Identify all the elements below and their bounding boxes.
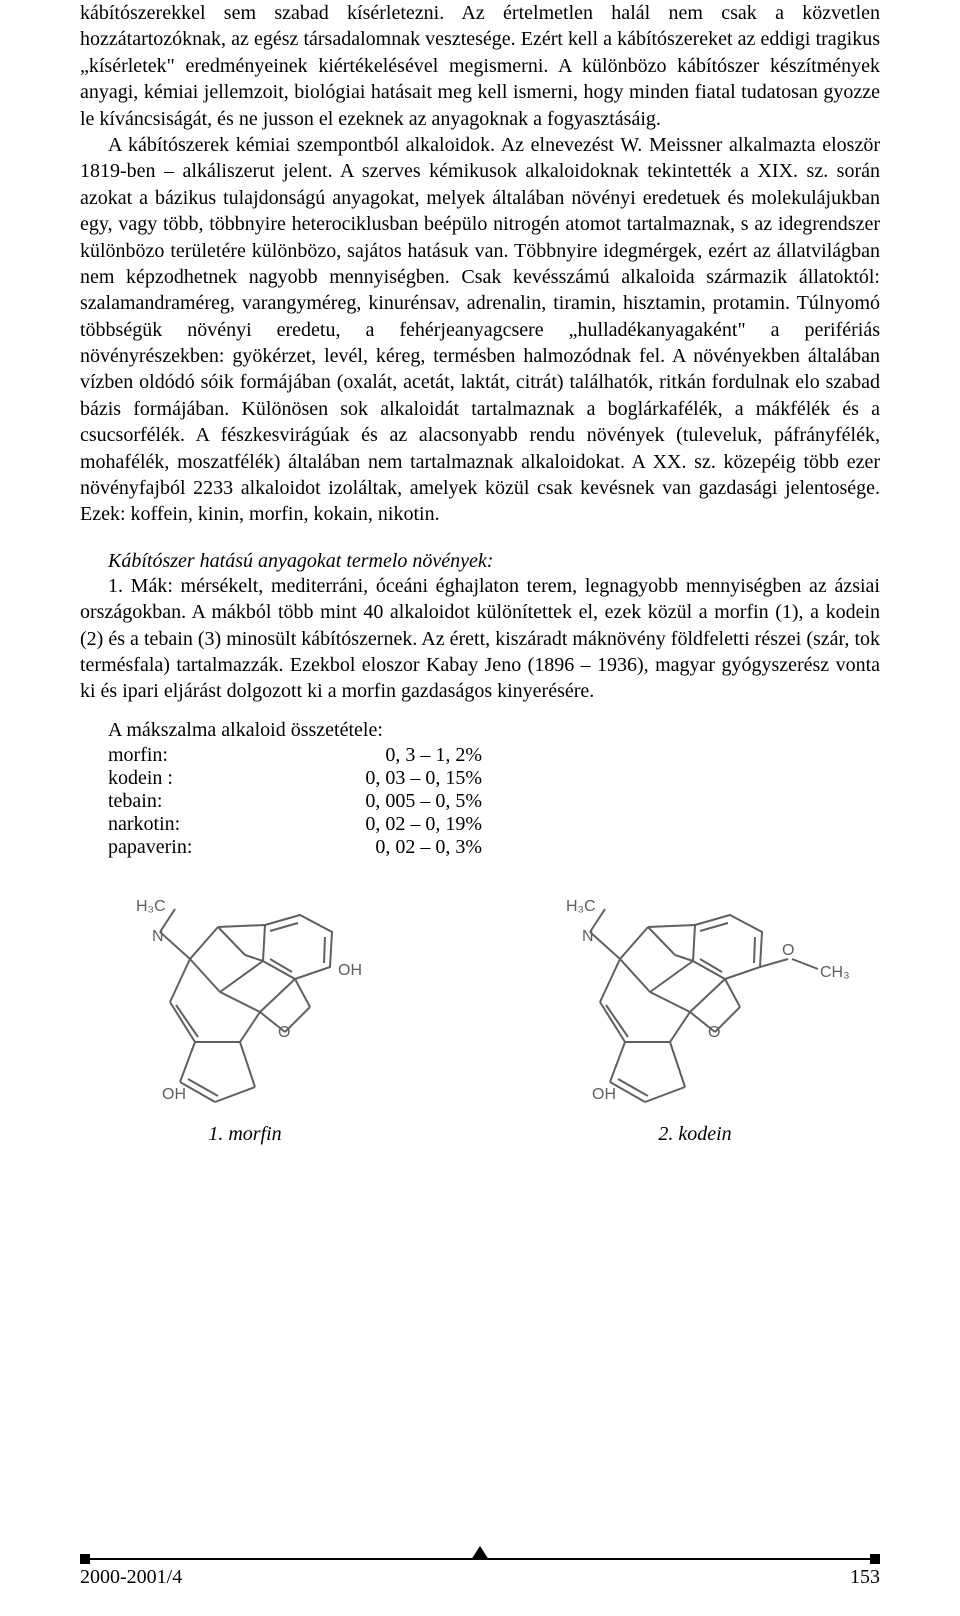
table-row: morfin: 0, 3 – 1, 2% <box>108 744 492 767</box>
table-row: papaverin: 0, 02 – 0, 3% <box>108 836 492 859</box>
svg-text:H₃C: H₃C <box>566 898 596 915</box>
svg-text:OH: OH <box>162 1086 186 1103</box>
footer-bar <box>488 1558 870 1560</box>
svg-text:O: O <box>708 1024 720 1041</box>
composition-table-title: A mákszalma alkaloid összetétele: <box>108 719 880 742</box>
molecule-morfin: H₃C N OH O OH 1. morfin <box>100 887 390 1146</box>
molecule-caption: 1. morfin <box>100 1123 390 1146</box>
composition-table-block: A mákszalma alkaloid összetétele: morfin… <box>108 719 880 859</box>
row-label: narkotin: <box>108 813 282 836</box>
svg-text:CH₃: CH₃ <box>820 964 850 981</box>
svg-text:N: N <box>582 928 594 945</box>
molecule-row: H₃C N OH O OH 1. morfin <box>80 887 880 1146</box>
row-label: kodein : <box>108 767 282 790</box>
footer-triangle-icon <box>471 1546 489 1560</box>
row-value: 0, 3 – 1, 2% <box>282 744 492 767</box>
composition-table: morfin: 0, 3 – 1, 2% kodein : 0, 03 – 0,… <box>108 744 492 859</box>
molecule-structure-icon: H₃C N OH O OH <box>100 887 390 1117</box>
plants-heading: Kábítószer hatású anyagokat termelo növé… <box>80 550 880 573</box>
page: kábítószerekkel sem szabad kísérletezni.… <box>0 0 960 1616</box>
paragraph-2: A kábítószerek kémiai szempontból alkalo… <box>80 132 880 528</box>
row-label: papaverin: <box>108 836 282 859</box>
svg-text:O: O <box>782 942 794 959</box>
molecule-caption: 2. kodein <box>530 1123 860 1146</box>
footer-issue: 2000-2001/4 <box>80 1566 182 1589</box>
svg-text:N: N <box>152 928 164 945</box>
table-row: tebain: 0, 005 – 0, 5% <box>108 790 492 813</box>
row-label: tebain: <box>108 790 282 813</box>
row-value: 0, 03 – 0, 15% <box>282 767 492 790</box>
row-value: 0, 005 – 0, 5% <box>282 790 492 813</box>
page-footer: 2000-2001/4 153 <box>80 1562 880 1592</box>
molecule-kodein: H₃C N O CH₃ O OH 2. kodein <box>530 887 860 1146</box>
row-value: 0, 02 – 0, 3% <box>282 836 492 859</box>
table-row: narkotin: 0, 02 – 0, 19% <box>108 813 492 836</box>
row-value: 0, 02 – 0, 19% <box>282 813 492 836</box>
svg-text:OH: OH <box>338 962 362 979</box>
row-label: morfin: <box>108 744 282 767</box>
footer-page-number: 153 <box>850 1566 880 1589</box>
table-row: kodein : 0, 03 – 0, 15% <box>108 767 492 790</box>
svg-text:H₃C: H₃C <box>136 898 166 915</box>
svg-text:O: O <box>278 1024 290 1041</box>
footer-bar <box>90 1558 472 1560</box>
paragraph-1: kábítószerekkel sem szabad kísérletezni.… <box>80 0 880 132</box>
molecule-structure-icon: H₃C N O CH₃ O OH <box>530 887 860 1117</box>
footer-rule <box>80 1557 880 1560</box>
plants-item-1: 1. Mák: mérsékelt, mediterráni, óceáni é… <box>80 573 880 705</box>
svg-text:OH: OH <box>592 1086 616 1103</box>
